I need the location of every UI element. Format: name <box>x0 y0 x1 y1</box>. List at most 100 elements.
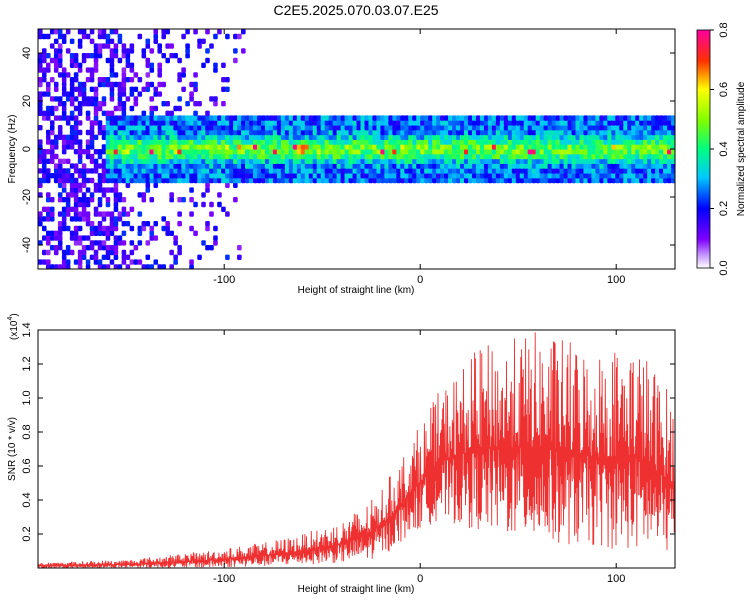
spectrogram-cell <box>340 158 346 164</box>
spectrogram-cell <box>169 149 174 155</box>
spectrogram-cell <box>627 129 632 136</box>
spectrogram-cell <box>328 134 334 140</box>
spectrogram-cell <box>388 134 393 140</box>
spectrogram-cell <box>249 115 254 121</box>
spectrogram-cell <box>129 105 135 112</box>
spectrogram-cell <box>479 158 485 164</box>
spectrogram-cell <box>444 168 449 174</box>
spectrogram-cell <box>356 149 362 155</box>
spectrogram-cell <box>336 134 342 140</box>
spectrogram-cell <box>252 120 258 126</box>
spectrogram-cell <box>499 177 505 184</box>
spectrogram-cell <box>280 120 286 126</box>
spectrogram-cell <box>85 187 91 193</box>
spectrogram-cell <box>499 158 505 164</box>
spectrogram-cell <box>61 105 67 112</box>
spectrogram-cell <box>344 115 350 121</box>
spectrogram-cell <box>555 134 561 140</box>
spectrogram-cell <box>125 163 131 169</box>
spectrogram-cell <box>141 153 147 160</box>
spectrogram-cell <box>288 139 294 145</box>
spectrogram-cell <box>217 129 222 136</box>
spectrogram-cell <box>45 81 51 88</box>
spectrogram-cell <box>316 163 322 169</box>
spectrogram-cell <box>412 125 417 131</box>
spectrogram-cell <box>125 125 131 131</box>
spectrogram-cell <box>467 120 473 126</box>
spectrogram-cell <box>316 134 322 140</box>
spectrogram-cell <box>69 182 75 188</box>
spectrogram-cell <box>463 115 469 121</box>
spectrogram-cell <box>125 144 131 150</box>
spectrogram-cell <box>591 144 596 150</box>
spectrogram-cell <box>225 177 230 184</box>
spectrogram-cell <box>655 173 660 179</box>
spectrogram-cell <box>141 129 147 136</box>
spectrogram-cell <box>547 163 553 169</box>
spectrogram-cell <box>77 38 83 44</box>
spectrogram-cell <box>615 134 620 140</box>
spectrogram-cell <box>85 216 91 222</box>
spectrogram-cell <box>105 249 111 256</box>
spectrogram-cell <box>591 163 596 169</box>
spectrogram-cell <box>105 230 111 236</box>
spectrogram-cell <box>324 158 330 164</box>
spectrogram-cell <box>157 153 163 160</box>
spectrogram-cell <box>380 115 385 121</box>
spectrogram-cell <box>229 129 234 136</box>
spectrogram-cell <box>133 72 139 78</box>
spectrogram-cell <box>137 134 143 140</box>
spectrogram-cell <box>308 139 314 145</box>
spectrogram-cell <box>225 139 230 145</box>
spectrogram-cell <box>559 125 565 131</box>
spectrogram-cell <box>113 120 119 126</box>
spectrogram-cell <box>452 129 457 136</box>
spectrogram-cell <box>372 173 378 179</box>
spectrogram-cell <box>392 134 397 140</box>
spectrogram-cell <box>651 144 656 150</box>
spectrogram-cell <box>340 115 346 121</box>
spectrogram-cell <box>292 163 298 169</box>
spectrogram-cell <box>229 134 234 140</box>
spectrogram-cell <box>137 192 143 198</box>
spectrogram-cell <box>308 149 314 155</box>
spectrogram-cell <box>388 158 393 164</box>
spectrogram-cell <box>177 177 182 184</box>
spectrogram-cell <box>400 168 405 174</box>
spectrogram-cell <box>400 153 405 160</box>
spectrogram-cell <box>316 120 322 126</box>
spectrogram-cell <box>328 173 334 179</box>
spectrogram-cell <box>73 168 79 174</box>
spectrogram-cell <box>667 173 672 179</box>
spectrogram-cell <box>543 177 549 184</box>
spectrogram-cell <box>165 144 170 150</box>
spectrogram-cell <box>245 139 250 145</box>
spectrogram-cell <box>627 134 632 140</box>
spectrogram-cell <box>137 173 143 179</box>
spectrogram-cell <box>69 129 75 136</box>
spectrogram-cell <box>57 158 63 164</box>
spectrogram-cell <box>388 153 393 160</box>
spectrogram-cell <box>121 249 127 256</box>
spectrogram-cell <box>89 177 95 184</box>
spectrogram-cell <box>579 125 585 131</box>
spectrogram-cell <box>364 158 370 164</box>
spectrogram-cell <box>105 149 111 155</box>
spectrogram-cell <box>57 168 63 174</box>
spectrogram-cell <box>85 33 91 40</box>
spectrogram-cell <box>591 168 596 174</box>
spectrogram-cell <box>428 144 433 150</box>
spectrogram-cell <box>292 144 298 150</box>
spectrogram-cell <box>53 86 59 92</box>
spectrogram-cell <box>133 259 139 265</box>
spectrogram-cell <box>268 153 274 160</box>
spectrogram-cell <box>169 158 174 164</box>
spectrogram-cell <box>276 158 282 164</box>
spectrogram-cell <box>667 177 672 184</box>
spectrogram-cell <box>356 144 362 150</box>
spectrogram-cell <box>205 177 210 184</box>
spectrogram-cell <box>221 120 226 126</box>
spectrogram-cell <box>81 81 87 88</box>
spectrogram-cell <box>420 120 425 126</box>
spectrogram-cell <box>575 153 581 160</box>
